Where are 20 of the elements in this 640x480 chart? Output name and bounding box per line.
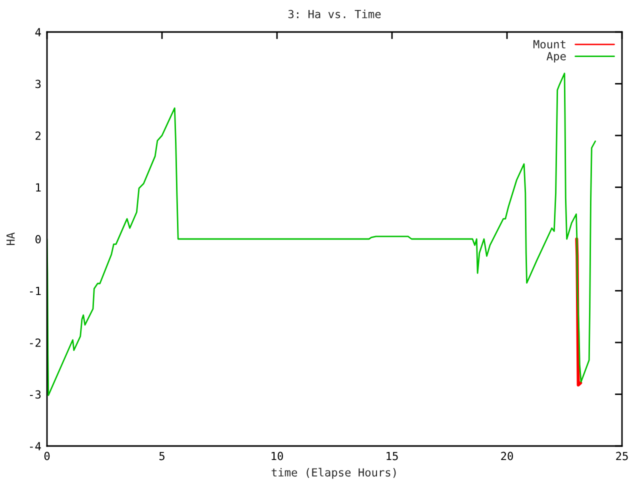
y-tick-label: 2 <box>36 132 40 140</box>
y-tick-label: -4 <box>30 442 41 450</box>
x-tick-label: 0 <box>44 452 50 460</box>
x-axis-title: time (Elapse Hours) <box>272 468 396 479</box>
y-axis-title: HA <box>6 232 15 245</box>
x-tick-label: 15 <box>386 452 398 460</box>
y-tick-label: -3 <box>30 390 41 399</box>
chart-title: 3: Ha vs. Time <box>288 10 381 18</box>
x-tick-label: 5 <box>159 452 164 460</box>
y-tick-label: 1 <box>36 183 41 192</box>
x-tick-label: 25 <box>616 452 628 460</box>
legend-label: Ape <box>546 52 566 63</box>
legend-label: Mount <box>533 40 566 48</box>
y-tick-label: -2 <box>30 338 40 347</box>
y-tick-label: 3 <box>36 80 41 88</box>
x-tick-label: 20 <box>501 452 513 460</box>
y-tick-label: -1 <box>30 286 41 295</box>
x-tick-label: 10 <box>272 452 283 460</box>
y-tick-label: 4 <box>35 28 41 36</box>
y-tick-label: 0 <box>35 235 41 244</box>
